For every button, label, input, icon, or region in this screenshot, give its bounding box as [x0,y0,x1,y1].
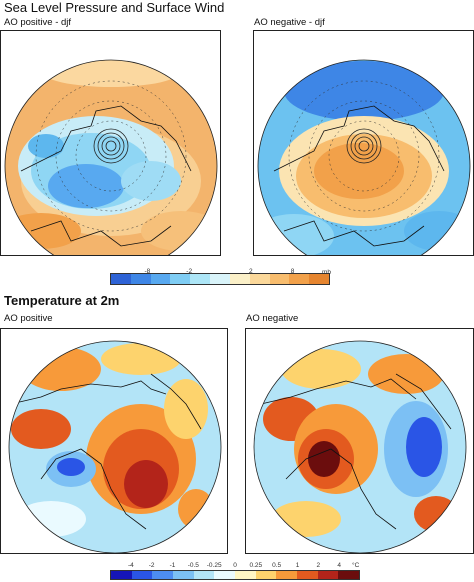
colorbar-tick-label: 0.25 [249,562,263,569]
colorbar-swatch [255,571,277,579]
colorbar-tick-label: 8 [290,268,295,275]
temp-ao-positive-map [0,328,228,554]
colorbar-swatch [130,274,151,284]
colorbar-tick-label: 0.5 [272,562,282,569]
colorbar-tick-label: 2 [248,268,253,275]
colorbar-tick-label: 4 [337,562,341,569]
colorbar-swatch [317,571,339,579]
colorbar-tick-label: -2 [148,562,155,569]
colorbar-tick-label: 1 [295,562,300,569]
colorbar-swatch [269,274,290,284]
colorbar-tick-label: 2 [316,562,321,569]
colorbar-swatch [173,571,194,579]
colorbar-swatch [190,274,211,284]
temp-colorbar [110,570,360,580]
slp-ao-negative-map [253,30,474,256]
colorbar-swatch [193,571,215,579]
colorbar-swatch [111,274,131,284]
colorbar-swatch [150,274,171,284]
temp-ao-negative-map [245,328,474,554]
slp-section-title: Sea Level Pressure and Surface Wind [4,0,225,15]
colorbar-swatch [152,571,174,579]
temp-section-title: Temperature at 2m [4,293,120,308]
colorbar-swatch [249,274,270,284]
colorbar-swatch [111,571,132,579]
slp-colorbar [110,273,330,285]
colorbar-swatch [289,274,310,284]
temp-ao-negative-label: AO negative [246,313,299,324]
colorbar-swatch [214,571,236,579]
colorbar-tick-label: -0.5 [187,562,199,569]
colorbar-tick-label: -8 [144,268,151,275]
colorbar-swatch [229,274,250,284]
slp-ao-negative-label: AO negative - djf [254,17,325,28]
colorbar-tick-label: -2 [186,268,193,275]
temp-ao-positive-label: AO positive [4,313,53,324]
colorbar-tick-label: -4 [127,562,134,569]
temp-colorbar-unit: °C [352,562,360,569]
colorbar-tick-label: -0.25 [206,562,222,569]
colorbar-swatch [338,571,360,579]
colorbar-swatch [309,274,329,284]
colorbar-swatch [210,274,230,284]
colorbar-swatch [131,571,153,579]
colorbar-tick-label: 0 [233,562,237,569]
slp-ao-positive-label: AO positive - djf [4,17,72,28]
colorbar-swatch [297,571,318,579]
colorbar-swatch [170,274,191,284]
colorbar-swatch [276,571,298,579]
colorbar-tick-label: -1 [169,562,176,569]
slp-ao-positive-map [0,30,221,256]
colorbar-swatch [235,571,256,579]
slp-colorbar-unit: mb [322,269,332,276]
